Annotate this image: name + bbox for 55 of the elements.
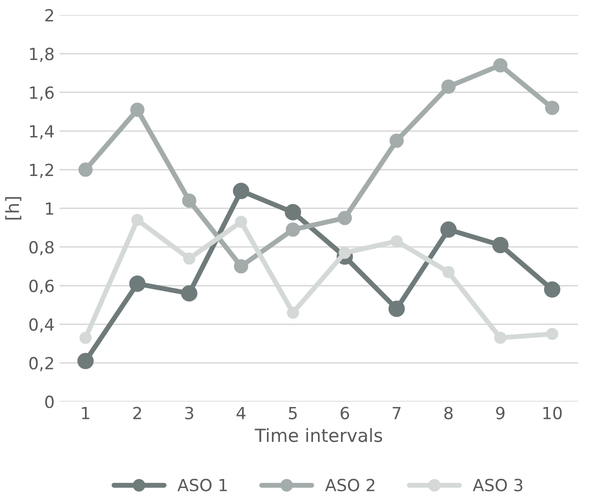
legend-label: ASO 2	[325, 478, 374, 492]
y-tick-label: 0,8	[29, 240, 54, 256]
point	[232, 182, 250, 200]
point	[338, 246, 351, 259]
point	[390, 235, 403, 248]
point	[77, 352, 94, 370]
x-tick-label: 1	[82, 406, 90, 420]
point	[129, 276, 146, 292]
legend-label: ASO 1	[177, 478, 227, 492]
point	[131, 214, 144, 226]
point	[183, 252, 196, 265]
x-tick-label: 4	[236, 406, 246, 420]
point	[284, 204, 302, 220]
point	[79, 332, 92, 344]
point	[78, 162, 93, 177]
point	[286, 306, 300, 319]
x-tick-label: 7	[392, 406, 401, 420]
point	[234, 259, 248, 274]
y-tick-label: 1,6	[30, 86, 54, 101]
point	[546, 328, 558, 340]
y-tick-label: 0,6	[29, 280, 54, 294]
point	[181, 285, 198, 302]
y-tick-label: 1,4	[30, 125, 54, 140]
point	[388, 300, 405, 317]
point	[442, 266, 455, 278]
point	[493, 58, 508, 72]
x-tick-label: 2	[133, 406, 142, 420]
y-tick-label: 0	[45, 396, 54, 408]
x-tick-label: 5	[288, 406, 297, 420]
y-tick-label: 1,8	[30, 48, 54, 62]
point	[235, 216, 248, 228]
point	[441, 79, 456, 94]
point	[182, 193, 196, 208]
point	[390, 134, 404, 148]
point	[544, 281, 560, 298]
y-tick-label: 2	[45, 9, 54, 22]
y-tick-label: 1,2	[30, 164, 54, 178]
x-tick-label: 9	[496, 406, 504, 420]
point	[545, 100, 560, 115]
point	[440, 221, 457, 238]
y-tick-label: 0,4	[29, 318, 54, 333]
point	[492, 236, 508, 254]
y-axis-title: [h]	[5, 197, 22, 220]
legend-label: ASO 3	[472, 478, 522, 492]
y-tick-label: 0,2	[29, 356, 54, 372]
x-tick-label: 6	[340, 406, 350, 420]
y-tick-label: 1	[46, 202, 54, 215]
x-tick-label: 3	[185, 406, 194, 420]
point	[338, 210, 352, 226]
x-tick-label: 8	[444, 406, 453, 420]
point	[130, 102, 144, 117]
x-axis-title: Time intervals	[254, 428, 382, 442]
x-tick-label: 10	[543, 406, 562, 420]
point	[494, 332, 506, 344]
point	[286, 222, 300, 237]
